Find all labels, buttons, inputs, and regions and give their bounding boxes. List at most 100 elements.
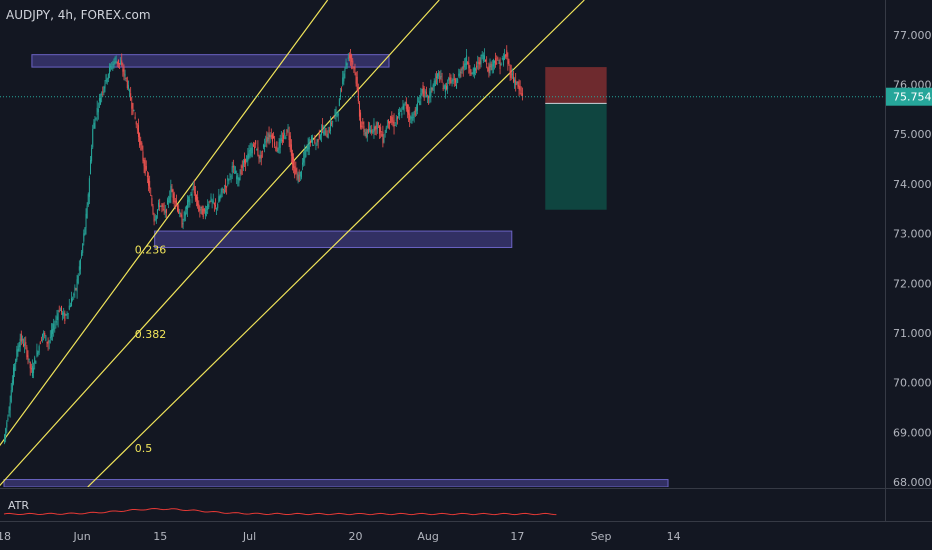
y-tick-label: 75.000	[893, 128, 932, 141]
candle-body	[344, 68, 346, 72]
candle-body	[83, 233, 85, 242]
candle-body	[302, 162, 304, 165]
candle-body	[333, 117, 335, 119]
candle-body	[478, 62, 480, 65]
candle-body	[419, 101, 421, 106]
candle-body	[207, 204, 209, 211]
candle-body	[489, 65, 491, 74]
candle-body	[260, 154, 262, 159]
candle-body	[194, 192, 196, 200]
candle-body	[169, 196, 171, 203]
candle-body	[497, 57, 499, 60]
candle-body	[52, 329, 54, 334]
candle-body	[414, 109, 416, 116]
candle-body	[220, 192, 222, 197]
candle-body	[353, 67, 355, 69]
candle-body	[254, 146, 256, 149]
candle-body	[69, 305, 71, 307]
candle-body	[444, 84, 446, 93]
candle-body	[451, 80, 453, 84]
candle-body	[63, 312, 65, 316]
candle-body	[321, 131, 323, 135]
candle-body	[435, 76, 437, 78]
candle-body	[146, 175, 148, 178]
candle-body	[199, 208, 201, 211]
candle-body	[165, 209, 167, 214]
candle-body	[376, 122, 378, 130]
candle-body	[392, 122, 394, 124]
candle-body	[170, 185, 172, 198]
candle-body	[149, 180, 151, 189]
candle-body	[104, 83, 106, 89]
candle-body	[305, 149, 307, 157]
candle-body	[379, 125, 381, 134]
candle-body	[314, 137, 316, 143]
candle-body	[277, 149, 279, 153]
candle-body	[162, 205, 164, 207]
candle-body	[106, 78, 108, 83]
y-tick-label: 74.000	[893, 178, 932, 191]
trendline-2	[87, 0, 585, 487]
x-tick-label: 17	[510, 530, 524, 543]
candle-body	[366, 129, 368, 138]
candle-body	[174, 201, 176, 203]
candle-body	[338, 98, 340, 107]
candle-body	[422, 84, 424, 94]
zone-2	[3, 479, 669, 487]
x-tick-label: Jul	[242, 530, 256, 543]
candle-body	[328, 130, 330, 132]
candle-body	[113, 61, 115, 68]
candle-body	[249, 149, 251, 152]
candle-body	[367, 129, 369, 133]
candle-body	[408, 109, 410, 115]
candle-body	[429, 91, 431, 98]
candle-body	[20, 333, 22, 342]
candle-body	[389, 121, 391, 124]
candle-body	[380, 127, 382, 133]
candle-body	[91, 148, 93, 162]
candle-body	[89, 159, 91, 175]
candle-body	[324, 129, 326, 136]
candle-body	[105, 74, 107, 82]
candle-body	[264, 145, 266, 147]
y-tick-label: 73.000	[893, 228, 932, 241]
candle-body	[348, 54, 350, 58]
candle-body	[310, 136, 312, 141]
candle-body	[223, 190, 225, 194]
candle-body	[10, 390, 12, 402]
candle-body	[121, 60, 123, 65]
candle-body	[4, 434, 6, 443]
candle-body	[418, 101, 420, 103]
candle-body	[56, 316, 58, 321]
candle-body	[421, 88, 423, 93]
candle-body	[488, 64, 490, 73]
candle-body	[208, 204, 210, 208]
candle-body	[212, 200, 214, 203]
zone-1	[154, 230, 513, 248]
candle-body	[516, 81, 518, 84]
candle-body	[313, 144, 315, 146]
candle-body	[462, 66, 464, 70]
candle-body	[21, 338, 23, 341]
candle-body	[28, 358, 30, 360]
candle-body	[26, 347, 28, 358]
candle-body	[300, 171, 302, 178]
candle-body	[27, 355, 29, 359]
candle-body	[251, 147, 253, 154]
candle-body	[274, 142, 276, 146]
x-tick-label: 15	[153, 530, 167, 543]
candle-body	[382, 131, 384, 144]
candle-body	[332, 121, 334, 123]
zone-0	[31, 54, 390, 68]
candle-body	[231, 166, 233, 173]
candle-body	[136, 128, 138, 130]
candle-body	[322, 124, 324, 128]
candle-body	[233, 172, 235, 174]
candle-body	[62, 312, 64, 315]
candle-body	[92, 129, 94, 148]
position-stop-zone	[545, 67, 607, 104]
candle-body	[84, 227, 86, 235]
candle-body	[59, 309, 61, 311]
candle-body	[259, 156, 261, 159]
candle-body	[342, 77, 344, 85]
